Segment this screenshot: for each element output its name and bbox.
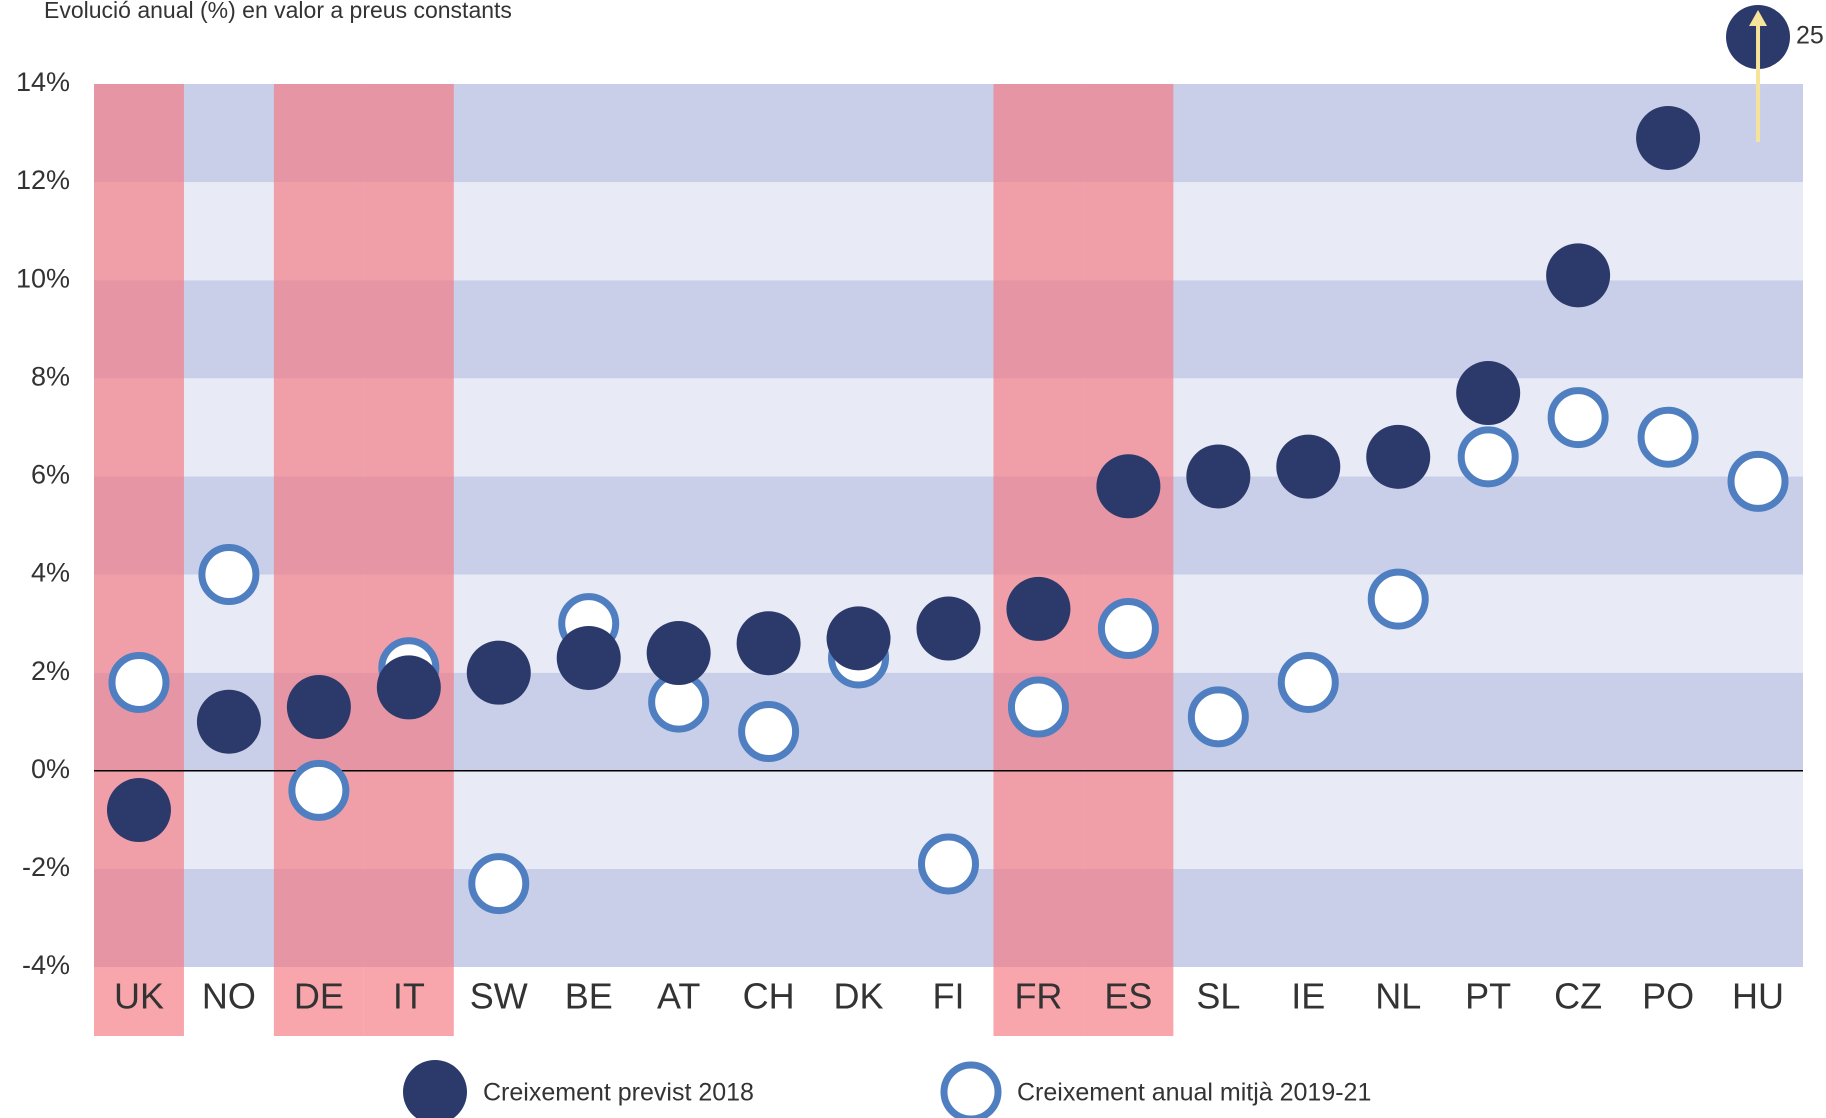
dot [1276, 434, 1341, 499]
x-tick-label: NO [202, 976, 256, 1017]
chart-subtitle: Evolució anual (%) en valor a preus cons… [44, 0, 512, 23]
highlight-column [273, 84, 364, 1036]
legend-marker [403, 1060, 467, 1118]
x-tick-label: UK [114, 976, 164, 1017]
dot [646, 621, 711, 686]
x-tick-label: DE [294, 976, 344, 1017]
x-tick-label: PT [1465, 976, 1511, 1017]
y-tick-label: 2% [31, 656, 70, 686]
y-tick-label: 4% [31, 558, 70, 588]
x-tick-label: IT [393, 976, 425, 1017]
x-tick-label: DK [834, 976, 884, 1017]
value-label: 25 [1796, 22, 1824, 50]
dot [826, 606, 891, 671]
overflow-arrow-head [1749, 10, 1768, 26]
x-tick-label: AT [657, 976, 700, 1017]
dot [376, 655, 441, 720]
dot [916, 596, 981, 661]
highlight-column [993, 84, 1084, 1036]
dot [1547, 387, 1609, 449]
x-tick-label: IE [1291, 976, 1325, 1017]
y-tick-label: -2% [22, 852, 70, 882]
highlight-column [1083, 84, 1174, 1036]
dot [918, 833, 979, 895]
y-tick-label: -4% [22, 950, 70, 980]
dot [1367, 568, 1429, 630]
dot [198, 544, 260, 606]
x-tick-label: ES [1104, 976, 1152, 1017]
x-tick-label: SL [1196, 976, 1240, 1017]
y-tick-label: 12% [16, 165, 70, 195]
x-tick-label: FR [1014, 976, 1062, 1017]
x-tick-label: CH [743, 976, 795, 1017]
legend-label: Creixement anual mitjà 2019-21 [1017, 1079, 1371, 1107]
y-tick-label: 14% [16, 67, 70, 97]
x-tick-label: HU [1732, 976, 1784, 1017]
x-tick-label: SW [470, 976, 528, 1017]
dot [1636, 105, 1701, 170]
x-tick-label: FI [933, 976, 965, 1017]
legend-label: Creixement previst 2018 [483, 1079, 754, 1107]
x-tick-label: CZ [1554, 976, 1602, 1017]
dot [1457, 426, 1519, 488]
dot [288, 759, 350, 821]
dot [1277, 651, 1339, 713]
dot [1637, 406, 1699, 468]
dot [1097, 598, 1159, 660]
x-tick-label: PO [1642, 976, 1694, 1017]
dot [738, 701, 800, 763]
dot [1006, 576, 1071, 641]
dot [1366, 424, 1431, 489]
dot [1456, 361, 1521, 426]
dot [1186, 444, 1251, 509]
dot [106, 778, 171, 843]
dot [108, 651, 170, 713]
legend-marker [940, 1061, 1002, 1118]
x-tick-label: NL [1375, 976, 1421, 1017]
y-tick-label: 8% [31, 361, 70, 391]
dot [466, 640, 531, 705]
dot [468, 853, 530, 915]
y-tick-label: 10% [16, 263, 70, 293]
dot [556, 625, 621, 690]
dot [736, 611, 801, 676]
y-tick-label: 6% [31, 460, 70, 490]
highlight-column [363, 84, 454, 1036]
dot [1727, 450, 1789, 512]
dot [1007, 676, 1069, 738]
y-tick-label: 0% [31, 754, 70, 784]
dot [286, 675, 351, 740]
dot [1096, 454, 1161, 519]
highlight-column [94, 84, 184, 1036]
dot [1187, 686, 1249, 748]
x-tick-label: BE [565, 976, 613, 1017]
dot [1546, 243, 1611, 308]
dot [196, 689, 261, 754]
